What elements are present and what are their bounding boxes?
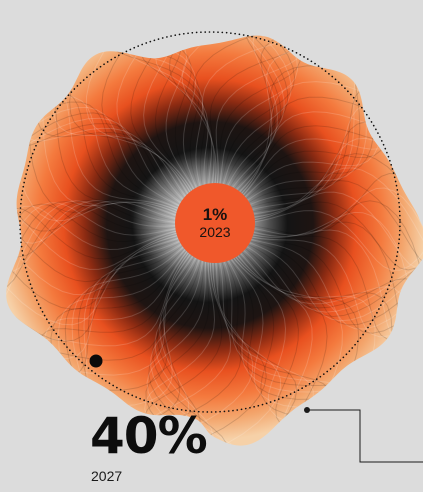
center-stat-badge: 1% 2023 <box>175 183 255 263</box>
outer-stat: 40% 2027 <box>90 407 208 484</box>
outer-stat-value: 40% <box>90 407 208 465</box>
dotted-orbit <box>19 31 401 413</box>
center-stat-value: 1% <box>202 205 228 224</box>
callout-dot <box>304 407 310 413</box>
center-stat-year: 2023 <box>199 224 231 240</box>
callout-line <box>307 409 423 463</box>
outer-stat-year: 2027 <box>91 468 123 484</box>
orbit-marker-dot <box>89 354 103 368</box>
